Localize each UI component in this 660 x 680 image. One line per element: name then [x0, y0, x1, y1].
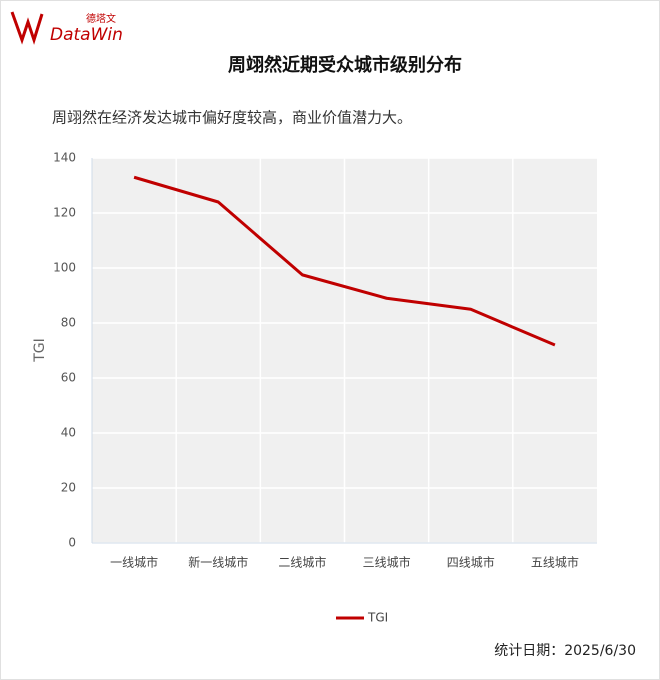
x-tick-label: 四线城市 — [447, 555, 495, 570]
x-tick-label: 一线城市 — [110, 555, 158, 570]
y-tick-label: 0 — [68, 536, 76, 550]
y-tick-label: 80 — [61, 316, 76, 330]
x-tick-label: 三线城市 — [363, 555, 411, 570]
legend-label: TGI — [367, 611, 388, 625]
y-tick-label: 120 — [53, 206, 76, 220]
y-axis-label: TGI — [32, 338, 48, 363]
x-tick-label: 新一线城市 — [188, 555, 248, 570]
logo: DataWin 德塔文 — [10, 11, 123, 45]
logo-brand: DataWin — [50, 25, 123, 45]
y-tick-label: 60 — [61, 371, 76, 385]
footer-date: 统计日期：2025/6/30 — [494, 643, 636, 659]
y-tick-label: 100 — [53, 261, 76, 275]
chart-title: 周翊然近期受众城市级别分布 — [228, 54, 462, 76]
logo-brand-cn: 德塔文 — [86, 12, 116, 25]
x-tick-label: 二线城市 — [278, 555, 326, 570]
x-tick-label: 五线城市 — [531, 555, 579, 570]
y-tick-label: 20 — [61, 481, 76, 495]
subtitle: 周翊然在经济发达城市偏好度较高，商业价值潜力大。 — [52, 109, 412, 127]
y-tick-label: 140 — [53, 151, 76, 165]
logo-icon — [10, 11, 44, 45]
line-series — [133, 175, 556, 347]
y-tick-label: 40 — [61, 426, 76, 440]
